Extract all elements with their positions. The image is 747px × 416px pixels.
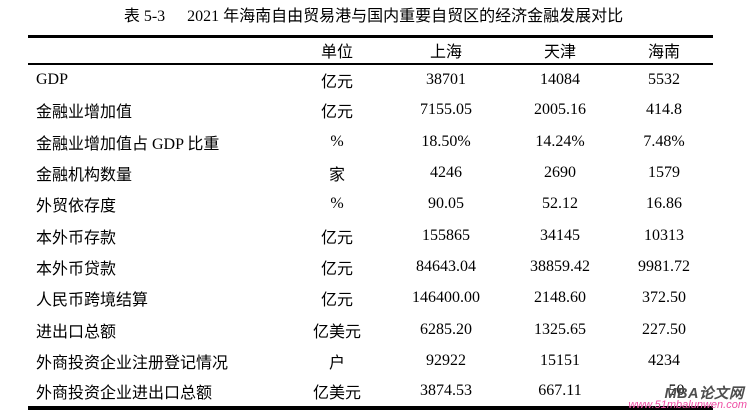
cell-hainan: 10313 xyxy=(644,226,684,244)
cell-unit: 亿元 xyxy=(320,73,353,91)
row-label: 金融机构数量 xyxy=(36,167,133,185)
header-row: 单位 上海 天津 海南 xyxy=(28,36,713,65)
header-shanghai: 上海 xyxy=(387,36,505,65)
cell-unit: % xyxy=(330,195,344,213)
watermark-site-name: MBA论文网 xyxy=(664,386,744,402)
row-label: GDP xyxy=(36,70,69,88)
cell-hainan: 9981.72 xyxy=(638,257,690,275)
cell-shanghai: 92922 xyxy=(426,351,466,369)
table-row: 外商投资企业进出口总额 亿美元 3874.53 667.11 50 xyxy=(28,376,713,407)
cell-unit: 亿美元 xyxy=(312,323,361,341)
cell-tianjin: 2148.60 xyxy=(534,289,586,307)
header-hainan: 海南 xyxy=(615,36,713,65)
row-label: 外贸依存度 xyxy=(36,198,117,216)
cell-shanghai: 18.50% xyxy=(421,132,471,150)
cell-tianjin: 38859.42 xyxy=(530,257,590,275)
row-label: 本外币贷款 xyxy=(36,260,117,278)
table-row: 本外币存款 亿元 155865 34145 10313 xyxy=(28,220,713,251)
cell-hainan: 7.48% xyxy=(643,132,685,150)
cell-tianjin: 15151 xyxy=(540,351,580,369)
row-label: 金融业增加值占 GDP 比重 xyxy=(36,135,220,153)
table-row: 人民币跨境结算 亿元 146400.00 2148.60 372.50 xyxy=(28,283,713,314)
cell-tianjin: 34145 xyxy=(540,226,580,244)
header-tianjin: 天津 xyxy=(505,36,615,65)
cell-shanghai: 90.05 xyxy=(428,195,464,213)
watermark-site-url: www.51mbalunwen.com xyxy=(628,399,747,411)
cell-unit: % xyxy=(330,132,344,150)
cell-hainan: 4234 xyxy=(648,351,680,369)
cell-shanghai: 4246 xyxy=(430,164,462,182)
cell-tianjin: 14.24% xyxy=(535,132,585,150)
cell-hainan: 1579 xyxy=(648,164,680,182)
row-label: 金融业增加值 xyxy=(36,104,133,122)
table-number: 表 5-3 xyxy=(123,8,166,25)
cell-shanghai: 6285.20 xyxy=(420,320,472,338)
cell-shanghai: 38701 xyxy=(426,70,466,88)
cell-hainan: 372.50 xyxy=(642,289,686,307)
cell-unit: 亿元 xyxy=(320,229,353,247)
cell-shanghai: 84643.04 xyxy=(416,257,476,275)
row-label: 人民币跨境结算 xyxy=(36,292,149,310)
table-row: 金融业增加值占 GDP 比重 % 18.50% 14.24% 7.48% xyxy=(28,126,713,157)
row-label: 外商投资企业注册登记情况 xyxy=(36,354,229,372)
cell-tianjin: 52.12 xyxy=(542,195,578,213)
header-unit: 单位 xyxy=(287,36,387,65)
cell-shanghai: 3874.53 xyxy=(420,382,472,400)
header-indicator xyxy=(28,36,287,65)
cell-unit: 户 xyxy=(328,354,345,372)
cell-shanghai: 7155.05 xyxy=(420,101,472,119)
cell-hainan: 5532 xyxy=(648,70,680,88)
row-label: 本外币存款 xyxy=(36,229,117,247)
cell-hainan-obscured: 50 xyxy=(668,382,685,400)
table-row: 金融机构数量 家 4246 2690 1579 xyxy=(28,157,713,188)
table-row: 进出口总额 亿美元 6285.20 1325.65 227.50 xyxy=(28,314,713,345)
cell-unit: 亿元 xyxy=(320,260,353,278)
cell-shanghai: 146400.00 xyxy=(412,289,480,307)
cell-hainan: 227.50 xyxy=(642,320,686,338)
cell-tianjin: 2690 xyxy=(544,164,576,182)
table-row: 外商投资企业注册登记情况 户 92922 15151 4234 xyxy=(28,345,713,376)
table-row: 金融业增加值 亿元 7155.05 2005.16 414.8 xyxy=(28,95,713,126)
cell-tianjin: 14084 xyxy=(540,70,580,88)
cell-unit: 亿元 xyxy=(320,292,353,310)
table-row: 本外币贷款 亿元 84643.04 38859.42 9981.72 xyxy=(28,251,713,282)
comparison-table: 单位 上海 天津 海南 GDP 亿元 38701 14084 5532 金融业增… xyxy=(28,35,713,410)
table-title: 2021 年海南自由贸易港与国内重要自贸区的经济金融发展对比 xyxy=(187,8,624,25)
cell-unit: 亿元 xyxy=(320,104,353,122)
cell-tianjin: 2005.16 xyxy=(534,101,586,119)
table-caption: 表 5-3 2021 年海南自由贸易港与国内重要自贸区的经济金融发展对比 xyxy=(0,7,747,26)
cell-shanghai: 155865 xyxy=(422,226,470,244)
cell-tianjin: 667.11 xyxy=(538,382,582,400)
row-label: 进出口总额 xyxy=(36,323,117,341)
cell-unit: 家 xyxy=(328,167,345,185)
row-label: 外商投资企业进出口总额 xyxy=(36,385,213,403)
cell-tianjin: 1325.65 xyxy=(534,320,586,338)
table-row: 外贸依存度 % 90.05 52.12 16.86 xyxy=(28,189,713,220)
cell-hainan: 414.8 xyxy=(646,101,682,119)
cell-unit: 亿美元 xyxy=(312,385,361,403)
table-row: GDP 亿元 38701 14084 5532 xyxy=(28,64,713,95)
cell-hainan: 16.86 xyxy=(646,195,682,213)
